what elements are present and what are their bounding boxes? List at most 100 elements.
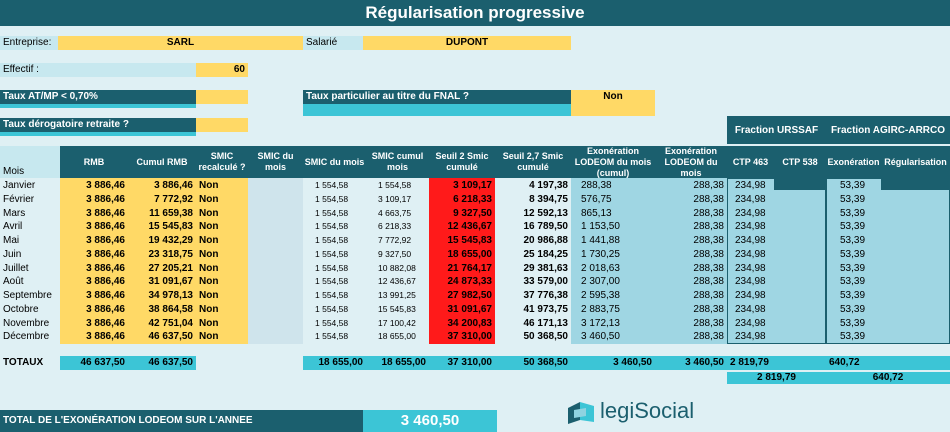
cell-seuil2: 12 436,67 [447, 221, 493, 233]
cell-ctp463: 234,98 [735, 193, 766, 205]
cell-smic-cumul: 17 100,42 [378, 317, 416, 328]
cell-seuil27: 25 184,25 [523, 248, 569, 260]
cell-exo-mois: 288,38 [693, 317, 724, 329]
cell-exo-mois: 288,38 [693, 248, 724, 260]
cell-recalc: Non [199, 180, 219, 191]
cell-agirc: 53,39 [840, 290, 866, 301]
cell-rmb: 3 886,46 [86, 193, 125, 205]
cell-smic: 1 554,58 [315, 193, 349, 204]
cell-exo-cumul: 2 883,75 [581, 303, 620, 315]
col-smic-recalc: SMIC recalculé ? [196, 146, 248, 178]
cell-seuil27: 33 579,00 [523, 276, 569, 288]
cell-smic: 1 554,58 [315, 248, 349, 259]
cell-smic: 1 554,58 [315, 207, 349, 218]
totaux-seuil-cumul: 18 655,00 [366, 356, 429, 370]
cell-seuil27: 50 368,50 [523, 331, 569, 343]
cell-recalc: Non [199, 207, 219, 219]
cell-cumul: 31 091,67 [148, 276, 194, 288]
cell-rmb: 3 886,46 [86, 317, 125, 329]
cell-ctp463: 234,98 [735, 331, 766, 343]
cell-rmb: 3 886,46 [86, 303, 125, 315]
taux-fnal-field[interactable]: Non [571, 90, 655, 116]
totaux-smic-cumul: 18 655,00 [303, 356, 366, 370]
cell-smic: 1 554,58 [315, 221, 349, 232]
taux-derog-label: Taux dérogatoire retraite ? [0, 118, 196, 132]
cell-agirc: 53,39 [840, 262, 866, 274]
cell-smic-cumul: 6 218,33 [378, 221, 412, 232]
cell-smic: 1 554,58 [315, 290, 349, 300]
page-title: Régularisation progressive [0, 0, 950, 26]
taux-derog-field[interactable] [196, 118, 248, 132]
cell-ctp463: 234,98 [735, 317, 766, 329]
col-smic-cumul: SMIC cumul mois [366, 146, 429, 178]
cell-mois: Mars [3, 207, 26, 219]
cell-smic-cumul: 10 882,08 [378, 262, 416, 273]
cell-seuil27: 16 789,50 [523, 221, 569, 233]
cell-seuil27: 8 394,75 [529, 193, 568, 205]
cell-smic: 1 554,58 [315, 276, 349, 287]
cell-ctp463: 234,98 [735, 180, 766, 191]
cell-mois: Novembre [3, 317, 50, 329]
cell-smic-cumul: 18 655,00 [378, 331, 416, 342]
totaux-regularisation [881, 356, 950, 370]
totaux-cumul: 46 637,50 [128, 356, 196, 370]
cell-recalc: Non [199, 262, 219, 274]
cell-rmb: 3 886,46 [86, 248, 125, 260]
cell-exo-cumul: 1 441,88 [581, 235, 620, 246]
cell-smic-cumul: 12 436,67 [378, 276, 416, 287]
col-seuil27: Seuil 2,7 Smic cumulé [495, 146, 571, 178]
table-header: Mois RMB Cumul RMB SMIC recalculé ? SMIC… [0, 146, 950, 178]
cell-exo-mois: 288,38 [693, 221, 724, 233]
cell-recalc: Non [199, 290, 219, 301]
entreprise-field[interactable]: SARL [58, 36, 303, 50]
cell-agirc: 53,39 [840, 303, 866, 315]
cell-recalc: Non [199, 221, 219, 233]
col-ctp538: CTP 538 [774, 146, 826, 178]
taux-fnal-label: Taux particulier au titre du FNAL ? [303, 90, 571, 104]
totaux-seuil27: 50 368,50 [495, 356, 571, 370]
cell-smic-cumul: 15 545,83 [378, 303, 416, 314]
cell-seuil27: 41 973,75 [523, 303, 569, 315]
totaux-urssaf: 2 819,79 [727, 356, 774, 370]
cell-agirc: 53,39 [840, 235, 866, 246]
cell-smic-cumul: 13 991,25 [378, 290, 416, 300]
cell-cumul: 7 772,92 [154, 193, 193, 205]
cell-ctp463: 234,98 [735, 262, 766, 274]
totaux-ctp538 [774, 356, 826, 370]
effectif-field[interactable]: 60 [196, 63, 248, 77]
regularisation-first-cell [881, 179, 950, 190]
cell-cumul: 42 751,04 [148, 317, 194, 329]
rmb-col-bg [60, 178, 196, 344]
salarie-field[interactable]: DUPONT [363, 36, 571, 50]
totaux-row: TOTAUX 46 637,50 46 637,50 18 655,00 18 … [0, 356, 950, 370]
cell-smic: 1 554,58 [315, 180, 349, 190]
col-smic-mois: SMIC du mois [303, 146, 366, 178]
cell-smic: 1 554,58 [315, 303, 349, 314]
cell-exo-mois: 288,38 [693, 331, 724, 343]
cell-exo-cumul: 3 460,50 [581, 331, 620, 343]
cell-smic-cumul: 9 327,50 [378, 248, 412, 259]
urssaf-col-bg [727, 178, 826, 344]
cell-recalc: Non [199, 248, 219, 260]
cell-exo-cumul: 3 172,13 [581, 317, 620, 329]
cell-recalc: Non [199, 193, 219, 205]
seuil2-col-bg [429, 178, 495, 344]
cell-seuil2: 24 873,33 [447, 276, 493, 288]
cell-cumul: 3 886,46 [154, 180, 193, 191]
logo: legiSocial [566, 396, 736, 430]
entreprise-label: Entreprise: [0, 36, 58, 50]
cell-ctp463: 234,98 [735, 303, 766, 315]
cell-seuil27: 29 381,63 [523, 262, 569, 274]
total-annee-value: 3 460,50 [363, 410, 497, 432]
cell-mois: Avril [3, 221, 23, 233]
taux-atmp-field[interactable] [196, 90, 248, 104]
cell-smic: 1 554,58 [315, 317, 349, 328]
cell-exo-cumul: 2 595,38 [581, 290, 620, 301]
cell-agirc: 53,39 [840, 248, 866, 260]
cell-mois: Mai [3, 235, 20, 246]
cell-exo-mois: 288,38 [693, 180, 724, 191]
totaux-label: TOTAUX [3, 357, 44, 368]
col-mois: Mois [0, 146, 60, 178]
cell-mois: Juin [3, 248, 22, 260]
totaux-agirc-sum: 640,72 [826, 372, 950, 384]
